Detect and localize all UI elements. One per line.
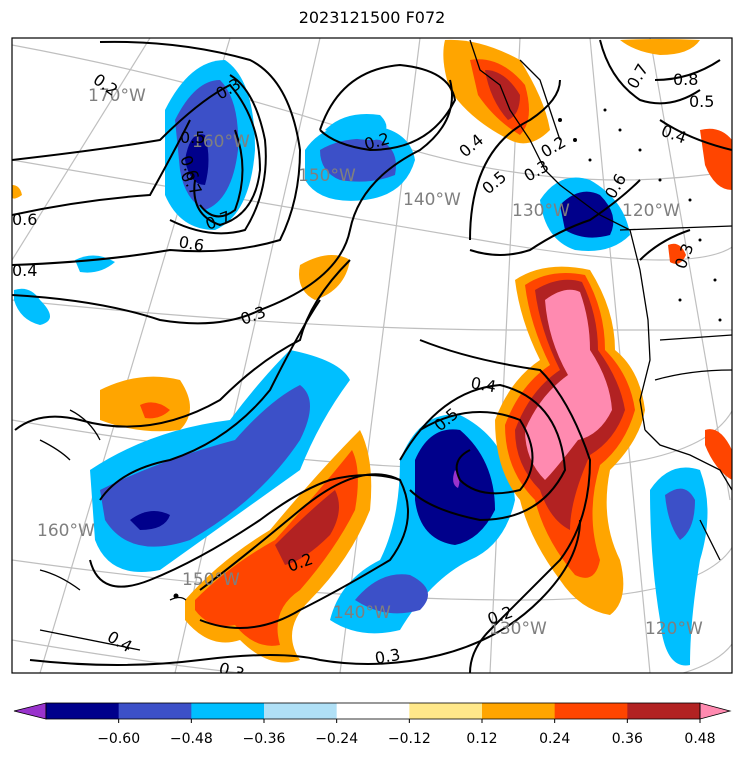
contour-label: 0.4 (659, 121, 689, 148)
lon-label-150w-bottom: 150°W (182, 570, 240, 590)
colorbar-swatch (409, 703, 483, 719)
contour-label: 0.5 (180, 128, 205, 147)
colorbar-tick-label: −0.48 (170, 731, 213, 747)
map-title: 2023121500 F072 (298, 8, 446, 27)
colorbar-extend-low (13, 702, 47, 720)
lon-label-130w-top: 130°W (512, 201, 570, 221)
contour-label: 0.4 (12, 261, 37, 280)
longitude-labels: 170°W 160°W 150°W 140°W 130°W 120°W 160°… (37, 86, 703, 639)
colorbar-tick-label: −0.60 (97, 731, 140, 747)
lon-label-130w-bottom: 130°W (489, 619, 547, 639)
colorbar-labels: −0.60 −0.48 −0.36 −0.24 −0.12 0.12 0.24 0.36 0.4… (97, 731, 715, 747)
colorbar-swatch (264, 703, 338, 719)
colorbar-tick-label: 0.24 (539, 731, 570, 747)
lon-label-120w-bottom: 120°W (645, 619, 703, 639)
contour-label: 0.4 (455, 130, 487, 161)
colorbar: −0.60 −0.48 −0.36 −0.24 −0.12 0.12 0.24 0.36 0.4… (13, 702, 732, 747)
lon-label-120w-top: 120°W (622, 201, 680, 221)
colorbar-tick-label: 0.48 (684, 731, 715, 747)
colorbar-tick-label: −0.12 (388, 731, 431, 747)
colorbar-swatches (13, 702, 732, 720)
colorbar-tick-label: 0.12 (466, 731, 497, 747)
contours (12, 39, 732, 673)
lon-label-150w-top: 150°W (298, 166, 356, 186)
contour-label: 0.7 (623, 60, 652, 92)
lon-label-160w-top: 160°W (192, 132, 250, 152)
contour-label: 0.4 (104, 627, 136, 656)
colorbar-tick-label: −0.24 (315, 731, 358, 747)
contour-label: 0.3 (373, 645, 401, 668)
colorbar-extend-high (699, 702, 732, 720)
colorbar-swatch (46, 703, 120, 719)
colorbar-tick-label: −0.36 (243, 731, 286, 747)
contour-label: 0.5 (689, 92, 714, 111)
colorbar-swatch (627, 703, 701, 719)
coastlines (39, 39, 732, 651)
colorbar-ticks (118, 719, 701, 723)
colorbar-swatch (191, 703, 265, 719)
colorbar-swatch (336, 703, 410, 719)
contour-label: 0.3 (217, 659, 247, 684)
colorbar-swatch (482, 703, 556, 719)
contour-label: 0.4 (469, 373, 497, 396)
contour-label: 0.5 (478, 167, 510, 198)
coast-islands (173, 108, 722, 599)
lon-label-160w-bottom: 160°W (37, 521, 95, 541)
contour-label: 0.8 (673, 70, 698, 89)
map-frame (11, 37, 733, 674)
lon-label-140w-bottom: 140°W (333, 603, 391, 623)
colorbar-swatch (554, 703, 628, 719)
shading-positive (12, 39, 732, 663)
contour-label: 0.6 (177, 232, 205, 255)
shading-negative (14, 60, 708, 666)
lon-label-140w-top: 140°W (403, 190, 461, 210)
colorbar-swatch (118, 703, 192, 719)
map-panel: 170°W 160°W 150°W 140°W 130°W 120°W 160°… (12, 38, 732, 684)
contour-label: 0.3 (238, 302, 268, 329)
lon-label-170w: 170°W (88, 86, 146, 106)
colorbar-outline (45, 702, 701, 720)
colorbar-tick-label: 0.36 (612, 731, 643, 747)
contour-label: 0.6 (12, 210, 37, 229)
